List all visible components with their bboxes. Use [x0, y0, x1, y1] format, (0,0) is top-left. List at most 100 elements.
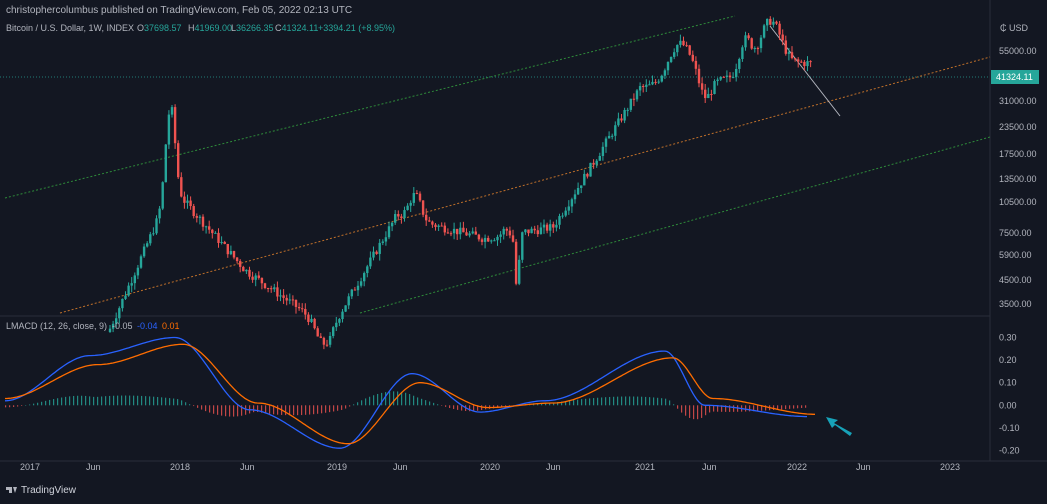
candle-body: [533, 228, 536, 231]
histogram-bar: [325, 405, 327, 413]
histogram-bar: [421, 398, 423, 406]
histogram-bar: [277, 405, 279, 415]
candle-body: [710, 93, 713, 95]
candle-body: [511, 235, 515, 242]
price-axis[interactable]: ₵ USD 55000.00 31000.00 23500.00 17500.00 13…: [999, 23, 1037, 309]
histogram-bar: [61, 397, 63, 406]
svg-text:H41969.00: H41969.00: [188, 23, 232, 33]
histogram-bar: [269, 405, 271, 414]
candle-body: [446, 232, 450, 234]
candle-body: [676, 44, 679, 53]
price-tick: 17500.00: [999, 149, 1037, 159]
candle-body: [561, 215, 564, 217]
candle-body: [660, 75, 663, 82]
candle-body: [775, 21, 778, 24]
signal-line: [5, 343, 815, 445]
macd-pane[interactable]: [4, 336, 815, 449]
candle-body: [155, 218, 158, 234]
histogram-bar: [129, 395, 131, 406]
tradingview-icon: [6, 487, 17, 493]
candle-body: [390, 222, 394, 227]
channel-upper-line[interactable]: [4, 15, 736, 199]
time-axis[interactable]: 2017 Jun 2018 Jun 2019 Jun 2020 Jun 2021 Jun 2022 J…: [20, 462, 960, 472]
histogram-bar: [589, 398, 591, 406]
candle-body: [657, 81, 660, 83]
histogram-bar: [205, 405, 207, 412]
candle-body: [304, 308, 307, 315]
candle-body: [483, 237, 487, 242]
svg-text:O37698.57: O37698.57: [137, 23, 182, 33]
candle-body: [521, 232, 524, 260]
tradingview-logo[interactable]: TradingView: [6, 485, 77, 496]
candle-body: [530, 228, 533, 234]
histogram-bar: [569, 400, 571, 406]
candle-body: [474, 231, 477, 235]
candle-body: [552, 224, 555, 228]
candle-body: [583, 173, 586, 186]
candle-body: [462, 227, 465, 233]
candle-body: [564, 210, 567, 216]
candle-body: [666, 62, 670, 71]
histogram-bar: [461, 405, 463, 411]
histogram-bar: [693, 405, 695, 420]
candle-body: [307, 314, 310, 322]
histogram-bar: [793, 405, 795, 409]
histogram-bar: [593, 398, 595, 406]
histogram-bar: [193, 405, 195, 407]
candle-body: [539, 227, 543, 235]
candle-body: [638, 86, 642, 91]
candle-body: [406, 205, 409, 211]
price-tick: 13500.00: [999, 174, 1037, 184]
descending-trendline[interactable]: [769, 25, 841, 117]
candle-body: [115, 318, 118, 324]
histogram-bar: [305, 405, 307, 415]
candle-body: [288, 299, 291, 301]
trend-channel[interactable]: [4, 15, 991, 314]
candles-series[interactable]: [108, 16, 812, 350]
candle-body: [189, 200, 192, 207]
time-tick: 2023: [940, 462, 960, 472]
symbol-legend[interactable]: Bitcoin / U.S. Dollar, 1W, INDEX O37698.…: [6, 23, 395, 33]
histogram-bar: [397, 391, 399, 406]
candle-body: [316, 328, 319, 337]
candle-body: [502, 228, 505, 235]
histogram-bar: [673, 404, 675, 406]
histogram-bar: [45, 400, 47, 406]
close-label: C: [275, 23, 282, 33]
histogram-bar: [405, 392, 407, 406]
last-price-badge: [991, 70, 1039, 84]
macd-axis[interactable]: 0.30 0.20 0.10 0.00 -0.10 -0.20: [999, 333, 1020, 456]
time-tick: Jun: [856, 462, 871, 472]
indicator-legend[interactable]: LMACD (12, 26, close, 9) -0.05 -0.04 0.0…: [6, 321, 180, 331]
candle-body: [282, 295, 285, 298]
candle-body: [536, 230, 539, 235]
candle-body: [328, 335, 332, 345]
price-tick: 55000.00: [999, 46, 1037, 56]
time-tick: Jun: [240, 462, 255, 472]
channel-median-line[interactable]: [59, 56, 991, 314]
candle-body: [142, 246, 146, 257]
histogram-bar: [733, 405, 735, 412]
candle-body: [124, 295, 127, 299]
histogram-bar: [57, 398, 59, 406]
histogram-bar: [681, 405, 683, 413]
histogram-bar: [81, 395, 83, 406]
candle-body: [418, 193, 422, 201]
histogram-bar: [165, 397, 167, 406]
histogram-bar: [333, 405, 335, 412]
histogram-bar: [789, 405, 791, 409]
histogram-bar: [749, 405, 751, 412]
histogram-bar: [109, 395, 111, 406]
arrow-annotation[interactable]: [826, 417, 852, 436]
histogram-bar: [797, 405, 799, 409]
histogram-bar: [241, 405, 243, 416]
candle-body: [787, 52, 791, 54]
channel-lower-line[interactable]: [359, 136, 991, 314]
histogram-bar: [601, 397, 603, 406]
candle-body: [279, 295, 282, 297]
histogram-bar: [549, 403, 551, 406]
candle-body: [310, 318, 313, 322]
candle-body: [257, 275, 260, 278]
histogram-bar: [613, 396, 615, 406]
